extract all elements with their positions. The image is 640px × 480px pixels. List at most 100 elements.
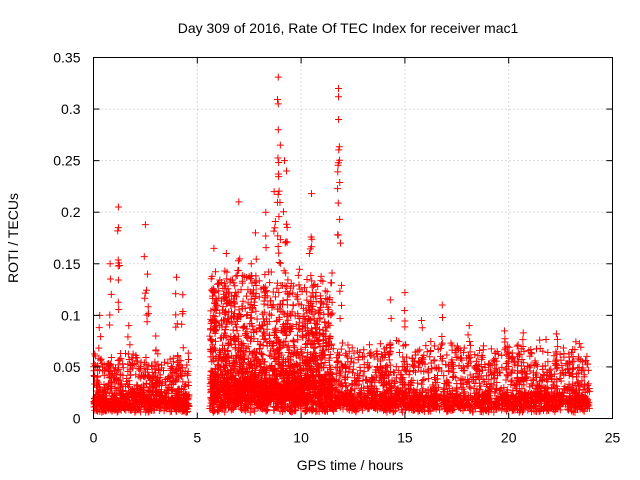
data-point	[263, 365, 271, 373]
data-point	[273, 349, 281, 357]
data-point	[118, 401, 126, 409]
data-point	[263, 393, 271, 401]
data-point	[255, 293, 263, 301]
data-point	[178, 408, 186, 416]
data-point	[230, 279, 238, 287]
data-point	[236, 362, 244, 370]
data-point	[310, 344, 318, 352]
data-point	[281, 357, 289, 365]
data-point	[267, 397, 275, 405]
data-point	[381, 363, 389, 371]
data-point	[164, 390, 172, 398]
data-point	[319, 342, 327, 350]
data-point	[214, 371, 222, 379]
data-point	[296, 315, 304, 323]
data-point	[327, 340, 335, 348]
data-point	[243, 367, 251, 375]
data-point	[282, 332, 290, 340]
data-point	[260, 308, 268, 316]
data-point	[317, 277, 325, 285]
data-point	[313, 390, 321, 398]
data-point	[248, 305, 256, 313]
data-point	[101, 384, 109, 392]
data-point	[224, 342, 232, 350]
data-point	[321, 287, 329, 295]
data-point	[492, 385, 500, 393]
data-point	[279, 385, 287, 393]
data-point	[311, 337, 319, 345]
data-point	[289, 350, 297, 358]
data-point	[96, 356, 104, 364]
data-point	[467, 341, 475, 349]
data-point	[277, 343, 285, 351]
data-point	[221, 387, 229, 395]
data-point	[167, 380, 175, 388]
data-point	[244, 381, 252, 389]
data-point	[137, 395, 145, 403]
data-point	[300, 380, 308, 388]
data-point	[275, 315, 283, 323]
data-point	[183, 402, 191, 410]
data-point	[326, 321, 334, 329]
data-point	[325, 372, 333, 380]
data-point	[90, 394, 98, 402]
data-point	[311, 308, 319, 316]
data-point	[164, 403, 172, 411]
data-point	[206, 382, 214, 390]
data-point	[241, 348, 249, 356]
data-point	[142, 380, 150, 388]
data-point	[294, 295, 302, 303]
data-point	[246, 397, 254, 405]
data-point	[224, 299, 232, 307]
data-point	[145, 407, 153, 415]
data-point	[321, 407, 329, 415]
data-point	[94, 372, 102, 380]
data-point	[132, 393, 140, 401]
data-point	[215, 356, 223, 364]
data-point	[155, 406, 163, 414]
data-point	[376, 340, 384, 348]
data-point	[317, 355, 325, 363]
data-point	[106, 367, 114, 375]
data-point	[137, 358, 145, 366]
data-point	[117, 406, 125, 414]
data-point	[216, 279, 224, 287]
data-point	[303, 296, 311, 304]
data-point	[302, 357, 310, 365]
data-point	[126, 366, 134, 374]
data-point	[489, 356, 497, 364]
data-point	[322, 370, 330, 378]
data-point	[276, 338, 284, 346]
data-point	[180, 386, 188, 394]
data-point	[270, 406, 278, 414]
data-point	[311, 343, 319, 351]
data-point	[220, 345, 228, 353]
data-point	[127, 371, 135, 379]
data-point	[479, 353, 487, 361]
data-point	[146, 388, 154, 396]
data-point	[431, 364, 439, 372]
data-point	[166, 373, 174, 381]
data-point	[102, 389, 110, 397]
data-point	[224, 376, 232, 384]
data-point	[491, 349, 499, 357]
data-point	[240, 323, 248, 331]
data-point	[184, 381, 192, 389]
data-point	[290, 349, 298, 357]
data-point	[318, 381, 326, 389]
data-point	[268, 303, 276, 311]
data-point	[133, 354, 141, 362]
data-point	[424, 375, 432, 383]
data-point	[246, 288, 254, 296]
data-point	[308, 372, 316, 380]
data-point	[316, 400, 324, 408]
data-point	[327, 279, 335, 287]
data-point	[244, 299, 252, 307]
data-point	[243, 404, 251, 412]
data-point	[514, 341, 522, 349]
data-point	[342, 383, 350, 391]
data-point	[242, 292, 250, 300]
data-point	[119, 364, 127, 372]
data-point	[325, 334, 333, 342]
